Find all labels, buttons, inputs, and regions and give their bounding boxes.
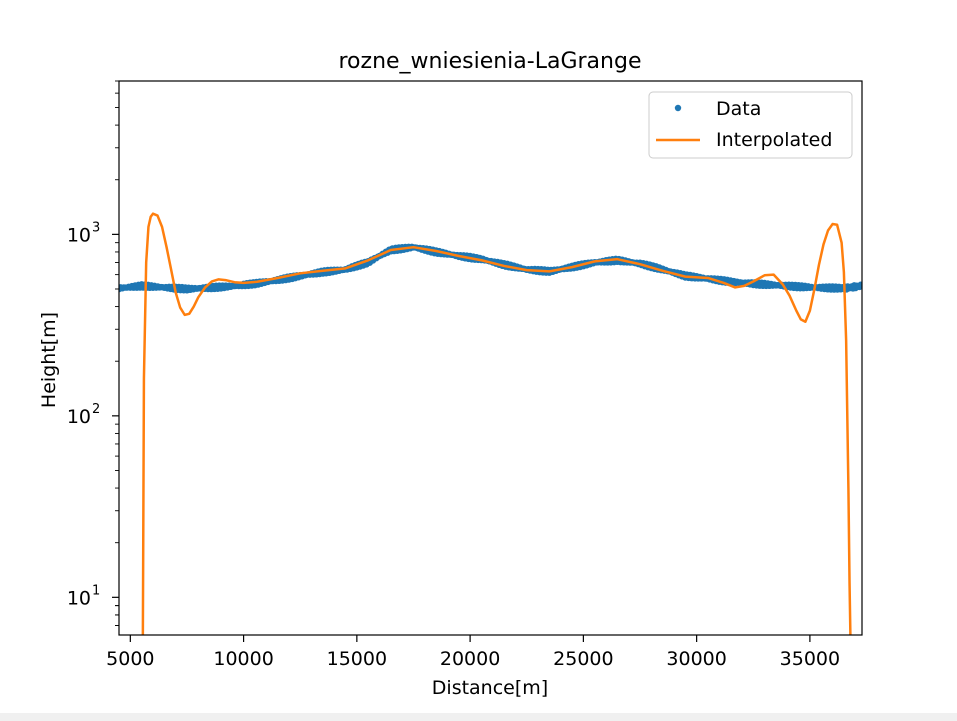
x-tick-label: 25000 bbox=[553, 648, 613, 670]
x-axis-ticks: 5000 10000 15000 20000 25000 30000 35000 bbox=[106, 635, 840, 670]
x-tick-label: 5000 bbox=[106, 648, 154, 670]
data-point bbox=[858, 282, 862, 290]
y-tick-label: 10 bbox=[67, 406, 91, 428]
legend-box bbox=[648, 91, 853, 159]
y-tick-exponent: 2 bbox=[92, 402, 100, 417]
window-bottom-strip bbox=[0, 713, 957, 721]
x-tick-label: 10000 bbox=[213, 648, 273, 670]
y-tick-exponent: 3 bbox=[92, 220, 100, 235]
x-tick-label: 30000 bbox=[666, 648, 726, 670]
legend-interpolated-label: Interpolated bbox=[716, 129, 832, 151]
x-tick-label: 35000 bbox=[780, 648, 840, 670]
y-axis-label: Height[m] bbox=[38, 312, 60, 408]
chart-title: rozne_wniesienia-LaGrange bbox=[339, 49, 642, 74]
series-layer bbox=[119, 212, 862, 635]
plot-area bbox=[119, 81, 862, 635]
x-axis-label: Distance[m] bbox=[432, 677, 548, 699]
legend: Data Interpolated bbox=[648, 91, 853, 159]
y-tick-label: 10 bbox=[67, 587, 91, 609]
legend-data-label: Data bbox=[716, 98, 761, 120]
legend-data-marker bbox=[674, 104, 682, 112]
x-tick-label: 20000 bbox=[440, 648, 500, 670]
y-tick-exponent: 1 bbox=[92, 583, 100, 598]
x-tick-label: 15000 bbox=[327, 648, 387, 670]
y-minor-ticks bbox=[115, 80, 119, 626]
plot-frame bbox=[118, 80, 863, 636]
interpolated-line bbox=[141, 212, 852, 635]
y-tick-label: 10 bbox=[67, 224, 91, 246]
